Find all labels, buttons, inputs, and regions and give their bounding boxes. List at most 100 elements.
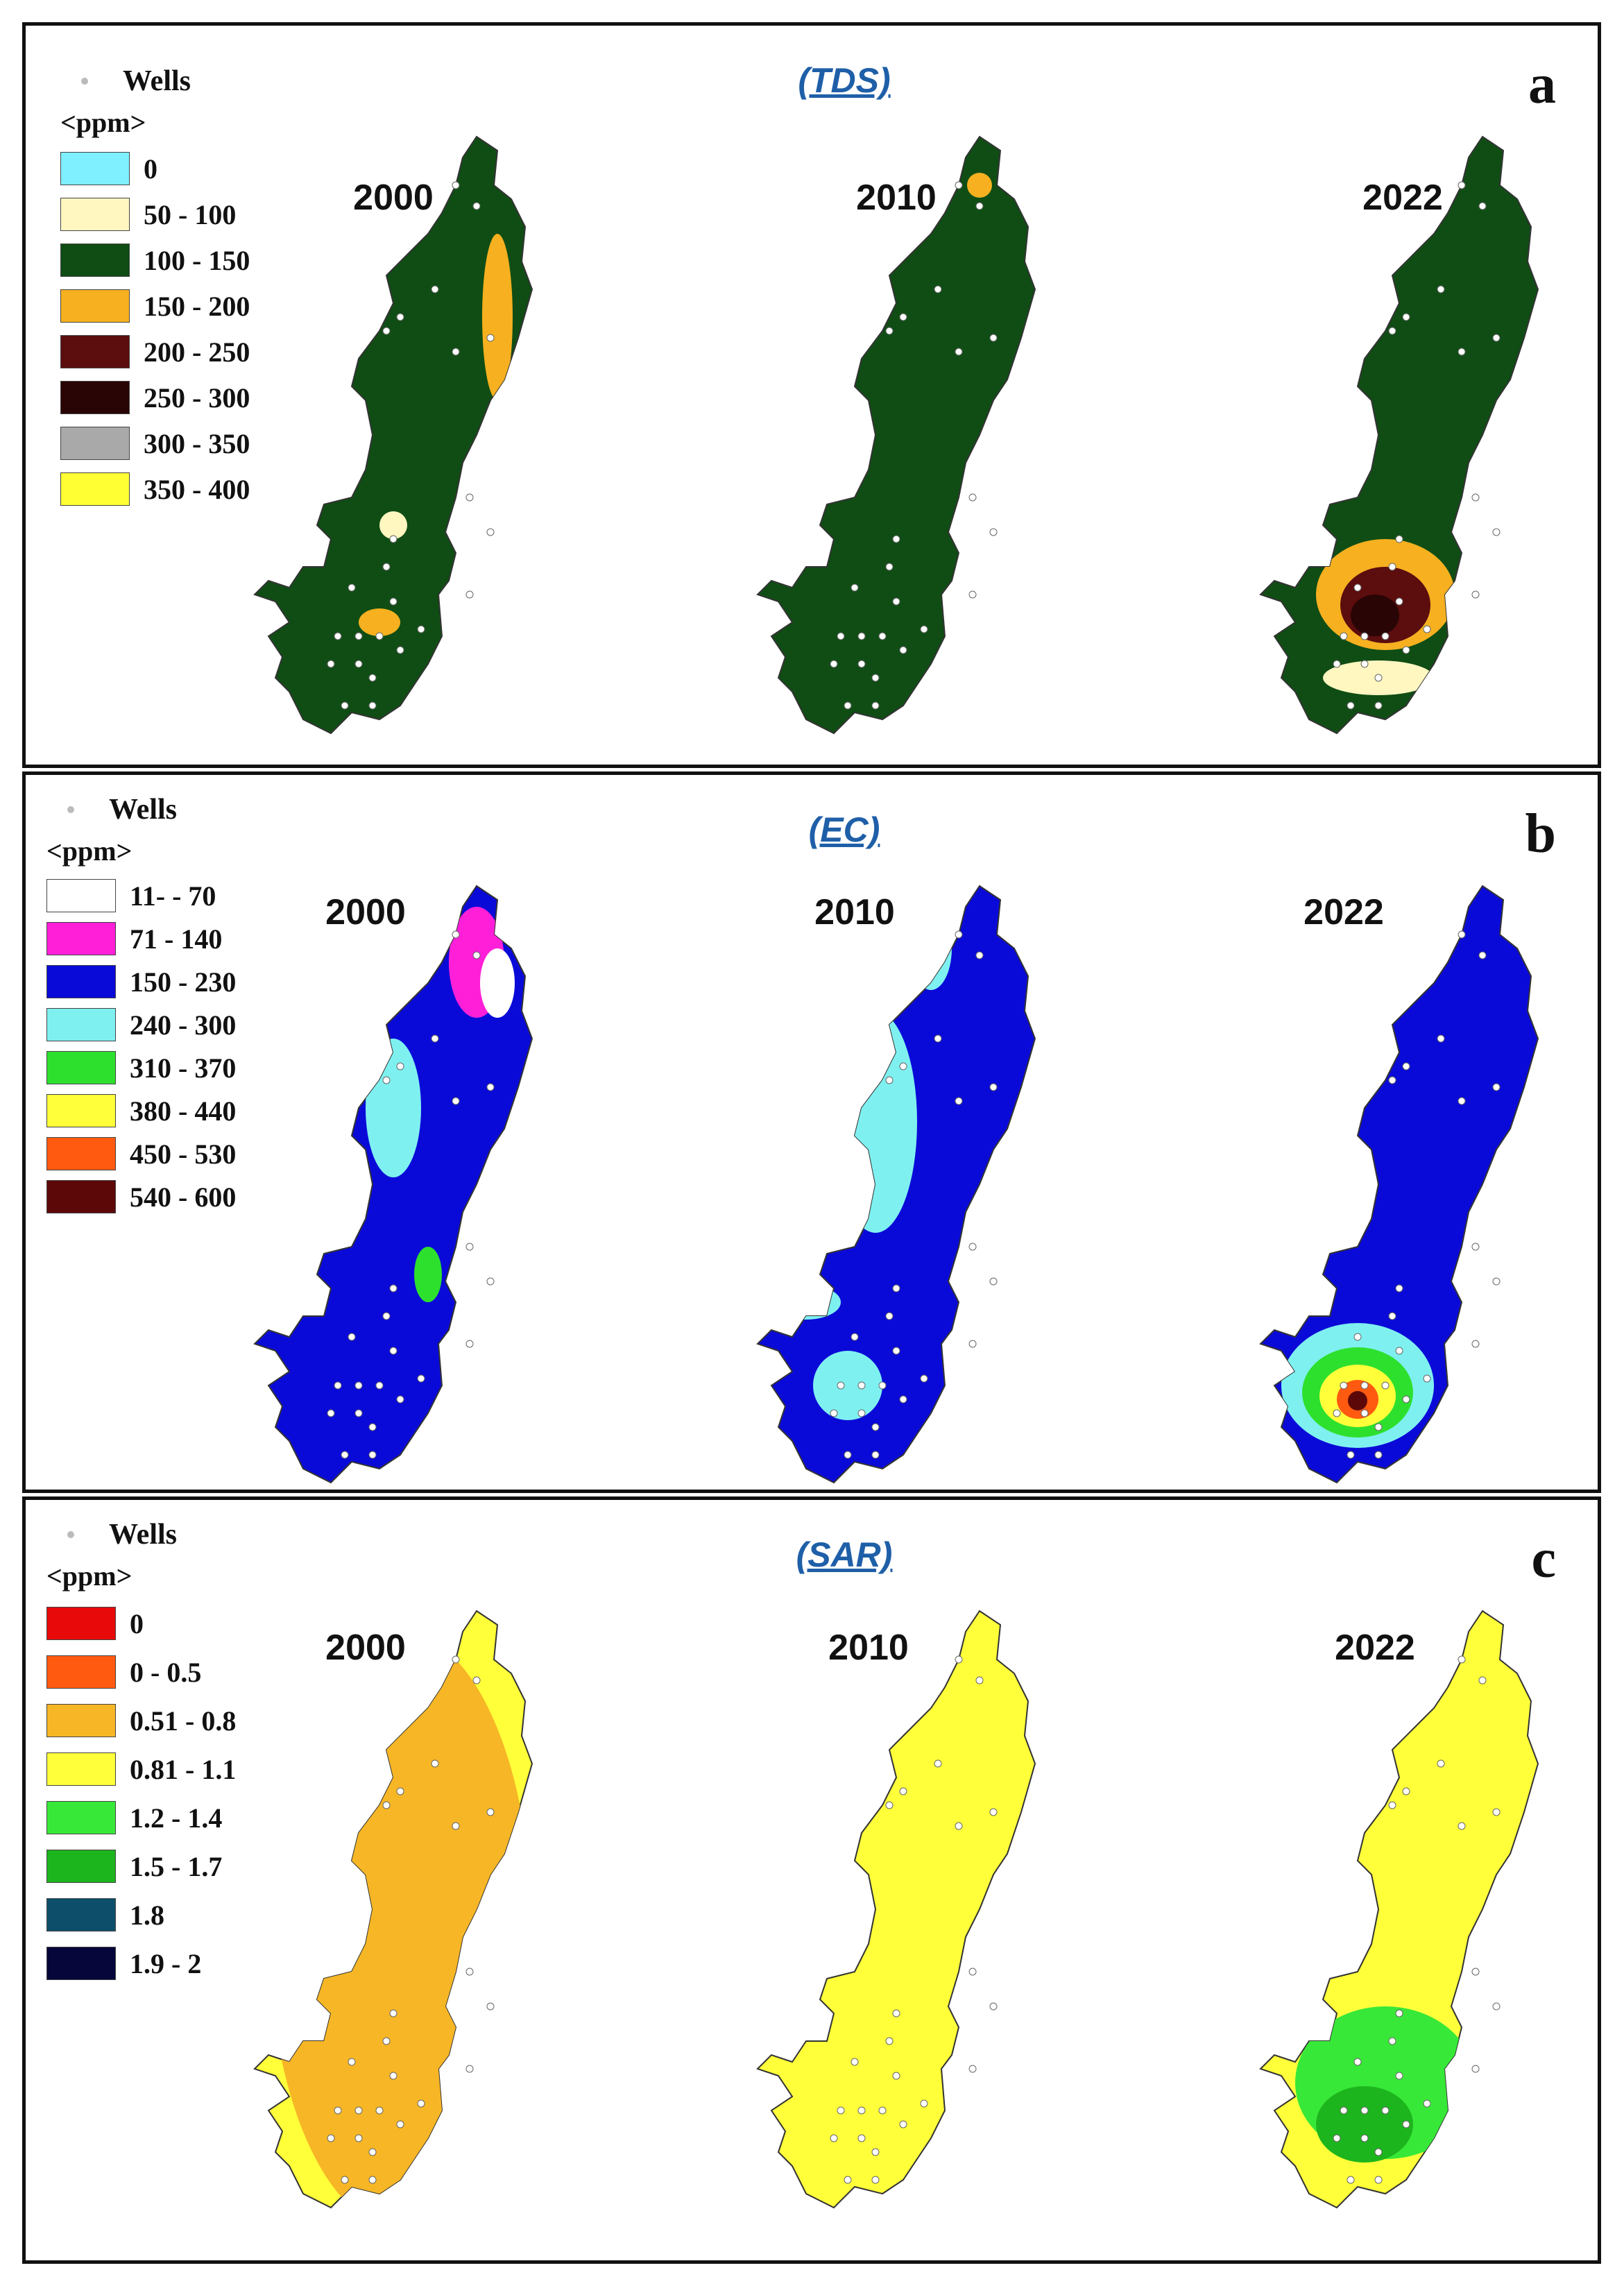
well-point: [1395, 1347, 1403, 1355]
wells-label: Wells: [109, 794, 178, 826]
well-point: [417, 625, 425, 633]
well-point: [844, 701, 852, 710]
contour-zone: [489, 1295, 506, 1323]
well-point: [396, 1395, 404, 1404]
well-point: [1360, 2106, 1369, 2115]
well-point: [1458, 930, 1466, 939]
well-point: [375, 2106, 384, 2115]
well-point: [354, 2134, 363, 2142]
well-point: [1360, 2134, 1369, 2142]
well-point: [968, 1340, 977, 1348]
contour-zone: [414, 1247, 442, 1302]
year-label: 2010: [856, 178, 937, 218]
well-point: [837, 1381, 845, 1390]
legend-item: 0.51 - 0.8: [46, 1698, 236, 1743]
map-2000: [253, 135, 533, 735]
legend-label: 0: [130, 1607, 144, 1639]
well-point: [871, 674, 880, 682]
well-point: [1388, 563, 1396, 571]
legend-label: 150 - 230: [130, 966, 237, 998]
unit-label: <ppm>: [60, 107, 146, 138]
legend-item: 11- - 70: [46, 876, 236, 915]
legend-swatch: [46, 1094, 116, 1127]
well-point: [1360, 632, 1369, 640]
legend-label: 1.2 - 1.4: [130, 1802, 223, 1834]
legend-item: 540 - 600: [46, 1177, 236, 1216]
year-label: 2010: [814, 892, 895, 932]
well-point: [1347, 2176, 1355, 2184]
well-point: [1360, 660, 1369, 668]
well-point: [382, 1312, 391, 1320]
year-label: 2000: [353, 178, 434, 218]
well-point: [354, 660, 363, 668]
well-point: [1353, 2058, 1362, 2066]
well-point: [486, 334, 495, 342]
well-point: [892, 535, 900, 543]
well-point: [989, 1083, 998, 1091]
legend-swatch: [46, 1752, 116, 1786]
well-point: [1374, 1451, 1383, 1459]
legend-swatch: [46, 922, 116, 955]
panel-ec: Wells <ppm> 11- - 70 71 - 140 150 - 230 240…: [22, 771, 1601, 1493]
well-point: [920, 2099, 928, 2108]
well-point: [934, 1034, 942, 1043]
well-point: [1395, 535, 1403, 543]
contour-zone: [379, 511, 407, 539]
well-point: [857, 1409, 866, 1417]
well-point: [1340, 1381, 1348, 1390]
legend-item: 300 - 350: [60, 423, 250, 464]
well-point: [989, 2002, 998, 2011]
well-point: [989, 1277, 998, 1286]
legend-label: 150 - 200: [144, 290, 250, 322]
well-point: [341, 1451, 349, 1459]
legend-swatch: [60, 427, 130, 460]
well-point: [892, 1284, 900, 1293]
contour-zone: [967, 173, 992, 198]
legend-label: 11- - 70: [130, 880, 216, 912]
legend-swatch: [46, 1898, 116, 1931]
maps: 2000 2010 2022: [253, 1610, 1539, 2209]
well-point: [1458, 181, 1466, 189]
well-point: [1395, 2072, 1403, 2080]
legend-swatch: [46, 1180, 116, 1213]
well-point: [1402, 646, 1410, 654]
legend-label: 250 - 300: [144, 382, 250, 413]
well-point: [368, 1451, 377, 1459]
well-point: [1353, 1333, 1362, 1341]
parameter-title: (SAR): [796, 1535, 893, 1574]
well-point: [1458, 1655, 1466, 1664]
well-point: [486, 1083, 495, 1091]
legend-label: 100 - 150: [144, 244, 250, 276]
well-point: [1458, 1097, 1466, 1105]
well-point: [1402, 2120, 1410, 2129]
legend: Wells <ppm> 11- - 70 71 - 140 150 - 230 240…: [46, 789, 236, 1216]
contour-zone: [1351, 595, 1399, 636]
legend-swatch: [60, 289, 130, 323]
well-point: [1402, 1787, 1410, 1795]
legend-item: 0 - 0.5: [46, 1650, 236, 1694]
well-point: [452, 930, 460, 939]
well-point: [431, 1759, 439, 1768]
legend-label: 240 - 300: [130, 1009, 237, 1041]
well-point: [1492, 1277, 1501, 1286]
well-point: [975, 1676, 984, 1684]
well-point: [389, 2072, 398, 2080]
well-point: [1471, 2065, 1480, 2073]
well-point: [920, 625, 928, 633]
well-point: [1388, 327, 1396, 335]
legend-item: 0: [46, 1601, 236, 1646]
map-2000: [253, 1610, 533, 2209]
well-point: [452, 181, 460, 189]
well-point: [851, 583, 859, 592]
well-point: [472, 1676, 481, 1684]
well-point: [472, 202, 481, 210]
well-point: [389, 597, 398, 606]
legend-item: 250 - 300: [60, 377, 250, 418]
contour-zone: [473, 508, 508, 570]
contour-zone: [482, 234, 513, 400]
map-2000: [253, 885, 533, 1484]
legend-swatch: [46, 1137, 116, 1170]
well-point: [396, 313, 404, 321]
legend-label: 350 - 400: [144, 473, 250, 505]
well-point: [955, 1822, 963, 1830]
